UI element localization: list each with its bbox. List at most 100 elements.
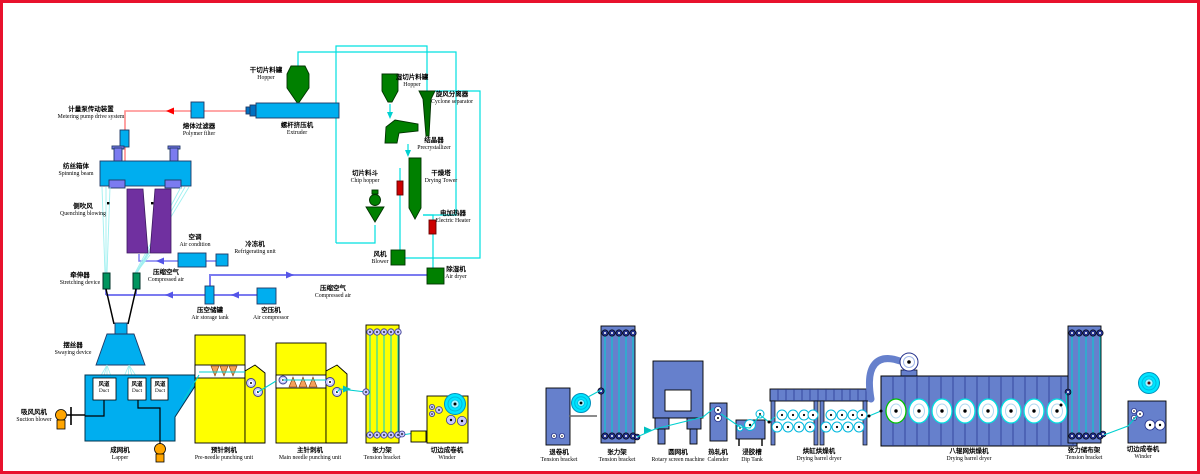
- junction-dots: [767, 403, 1063, 424]
- label-main-needle: 主针刺机 Main needle punching unit: [278, 447, 342, 461]
- suction-blower-base: [56, 419, 66, 430]
- down-arrow-icon: [405, 150, 411, 157]
- label-barrel-dryer: 烘缸烘燥机 Drying barrel dryer: [796, 448, 842, 462]
- label-cyclone: 旋风分离器 Cyclone separator: [430, 91, 474, 105]
- web-to-winder2: [1103, 415, 1138, 436]
- rotary-screen-unit: [652, 360, 704, 445]
- label-winder-2: 切边成卷机 Winder: [1126, 446, 1160, 460]
- winder1-rollers: [428, 403, 467, 426]
- quench-air-units: [177, 252, 277, 305]
- barrel-dryer-hood: [769, 388, 871, 402]
- drying-tower: [408, 157, 422, 220]
- right-arrow-icon: [343, 385, 351, 393]
- filament-inner: [135, 252, 151, 274]
- barrel-dryer-posts: [770, 400, 868, 446]
- spray-right: [122, 364, 139, 380]
- extruder-barrel: [255, 102, 340, 119]
- bracket1-frame: [365, 324, 400, 444]
- air-storage-tank-box: [204, 285, 215, 305]
- suction-blower-pump: [55, 409, 67, 421]
- chip-drying-system: [286, 65, 445, 285]
- quench-air-line: [138, 254, 216, 262]
- fan-duct-pipe: [866, 355, 904, 403]
- label-refrigerating: 冷冻机 Refrigerating unit: [234, 241, 276, 255]
- tension-bracket-3: [1064, 325, 1107, 444]
- air-dryer-box: [426, 267, 445, 285]
- calender-unit: [709, 402, 728, 442]
- pre-needle-body: [194, 334, 246, 444]
- spinneret-mount: [164, 179, 182, 189]
- calender-body: [709, 402, 728, 442]
- air-compressor-box: [256, 287, 277, 305]
- left-arrow-icon: [166, 107, 174, 115]
- label-rotary-screen: 圆网机 Rotary screen machine: [651, 449, 705, 463]
- polymer-filter-box: [190, 101, 205, 119]
- dip-tank-unit: [735, 409, 766, 446]
- hood-stripes: [777, 389, 867, 401]
- bracket3-threads: [1071, 336, 1101, 433]
- stretching-device-left: [102, 272, 111, 290]
- spray-left: [98, 364, 113, 380]
- winder2-roll: [1138, 372, 1160, 394]
- bracket1-rollers: [362, 328, 406, 439]
- label-extruder: 螺杆挤压机 Extruder: [280, 122, 314, 136]
- swaying-stem: [114, 322, 128, 335]
- spinneret-right: [149, 188, 172, 254]
- bracket2-threads: [604, 336, 634, 433]
- spinneret-mount: [108, 179, 126, 189]
- left-arrow-icon: [231, 291, 239, 299]
- stretching-device-right: [132, 272, 141, 290]
- rotary-screen-leg: [689, 428, 698, 445]
- spinneret-left: [126, 188, 149, 254]
- web-through-units: [199, 371, 326, 393]
- label-compressed-air-1: 压缩空气 Compressed air: [147, 269, 185, 283]
- blower-return-line: [405, 90, 481, 259]
- winder-2: [1127, 372, 1167, 444]
- diagram-shapes: [55, 45, 1167, 463]
- wet-chip-hopper: [381, 73, 399, 103]
- blower-box: [390, 249, 406, 266]
- web-forming: [95, 322, 146, 366]
- web-to-bracket: [336, 388, 367, 393]
- chip-hopper-body: [369, 194, 381, 206]
- label-pre-needle: 预针刺机 Pre-needle punching unit: [194, 447, 254, 461]
- net-dryer-unit: [880, 375, 1078, 447]
- label-duct-3: 风道 Duct: [154, 382, 166, 395]
- left-arrow-icon: [156, 257, 164, 265]
- extruder-gearbox: [249, 104, 257, 117]
- barrel-rollers: [771, 409, 868, 433]
- refrigerating-box: [215, 253, 229, 267]
- label-dip-tank: 浸胶槽 Dip Tank: [741, 449, 763, 463]
- label-winder-1: 切边成卷机 Winder: [430, 447, 464, 461]
- dry-chip-line: [297, 51, 457, 216]
- pre-needle-outfeed: [244, 364, 266, 444]
- duct-box: [127, 377, 147, 401]
- needle-board-up: [288, 376, 318, 388]
- filament-left: [101, 186, 111, 274]
- label-air-condition: 空调 Air condition: [179, 234, 211, 248]
- chip-hopper-funnel: [365, 206, 385, 223]
- label-unwinder: 退卷机 Tension bracket: [540, 449, 578, 463]
- dry-chip-hopper: [286, 65, 310, 105]
- suction-pipe-inner: [85, 400, 105, 417]
- web-through-diptank: [720, 413, 770, 429]
- air-condition-box: [177, 252, 207, 268]
- chip-convey-lines: [297, 45, 481, 268]
- extrusion-system: [99, 101, 340, 189]
- right-arrow-icon: [644, 426, 652, 434]
- unwind-roll: [571, 393, 591, 413]
- unwinder-body: [545, 387, 571, 446]
- cyclone-separator: [418, 90, 436, 137]
- beam-post: [169, 147, 179, 162]
- label-drying-tower: 干燥塔 Drying Tower: [424, 170, 458, 184]
- barrel-dryer-unit: [769, 388, 871, 446]
- needle-board-down: [210, 365, 238, 377]
- label-tension-bracket-1: 张力架 Tension bracket: [363, 447, 401, 461]
- bottom-blower-pump: [154, 443, 166, 455]
- main-needle-unit: [275, 342, 348, 444]
- tension-bracket-1: [362, 324, 406, 444]
- suction-pipe: [67, 407, 85, 425]
- label-spinning-beam: 纺丝箱体 Spinning beam: [58, 163, 94, 177]
- label-wet-hopper: 湿切片料罐 Hopper: [395, 74, 429, 88]
